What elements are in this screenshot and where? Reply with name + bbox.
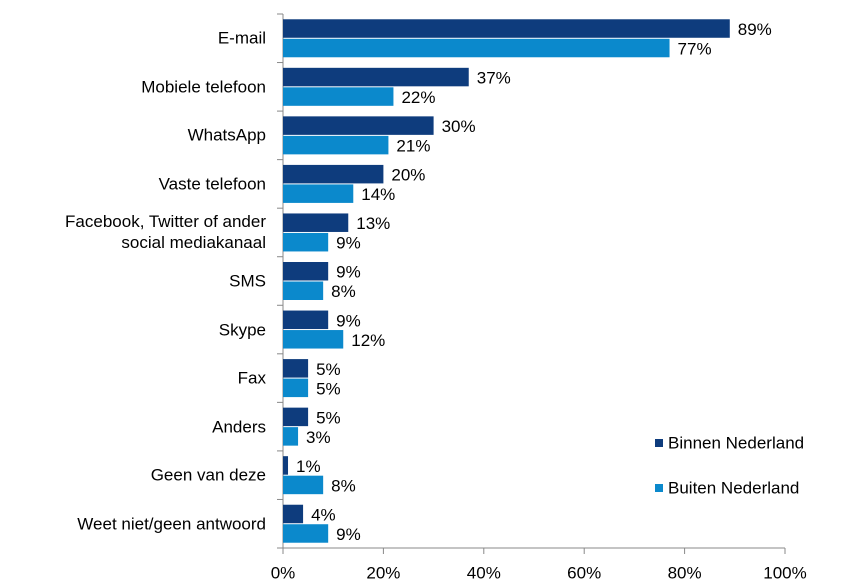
legend-label: Binnen Nederland bbox=[668, 433, 804, 452]
bar bbox=[283, 378, 309, 398]
value-label: 13% bbox=[356, 214, 390, 233]
x-tick-label: 100% bbox=[763, 563, 806, 582]
x-tick-label: 60% bbox=[567, 563, 601, 582]
x-tick-label: 80% bbox=[668, 563, 702, 582]
value-label: 30% bbox=[442, 117, 476, 136]
category-label: Weet niet/geen antwoord bbox=[77, 514, 266, 534]
value-label: 9% bbox=[336, 311, 361, 330]
value-label: 9% bbox=[336, 234, 361, 253]
bar bbox=[283, 330, 344, 349]
value-label: 5% bbox=[316, 360, 341, 379]
legend-marker bbox=[655, 439, 663, 447]
bar bbox=[283, 359, 309, 378]
value-label: 9% bbox=[336, 263, 361, 282]
value-label: 22% bbox=[401, 88, 435, 107]
value-label: 8% bbox=[331, 282, 356, 301]
legend-marker bbox=[655, 484, 663, 492]
bar bbox=[283, 310, 329, 330]
bar bbox=[283, 67, 469, 87]
bar bbox=[283, 87, 394, 106]
x-tick-label: 20% bbox=[366, 563, 400, 582]
bar bbox=[283, 456, 289, 475]
category-label: Mobiele telefoon bbox=[141, 77, 266, 97]
value-label: 5% bbox=[316, 408, 341, 427]
category-label: Fax bbox=[237, 368, 266, 388]
category-label: SMS bbox=[229, 271, 266, 291]
value-label: 5% bbox=[316, 379, 341, 398]
bar bbox=[283, 407, 309, 427]
x-tick-label: 40% bbox=[467, 563, 501, 582]
value-label: 77% bbox=[678, 40, 712, 59]
category-label: Skype bbox=[218, 320, 266, 340]
value-label: 8% bbox=[331, 476, 356, 495]
bar bbox=[283, 281, 324, 300]
bar bbox=[283, 38, 670, 58]
bar bbox=[283, 427, 299, 446]
category-label: Geen van deze bbox=[150, 465, 266, 485]
value-label: 21% bbox=[396, 137, 430, 156]
legend-label: Buiten Nederland bbox=[668, 478, 799, 497]
value-label: 12% bbox=[351, 331, 385, 350]
bar bbox=[283, 232, 329, 252]
bar bbox=[283, 116, 434, 135]
bar bbox=[283, 475, 324, 495]
value-label: 14% bbox=[361, 185, 395, 204]
category-label: Facebook, Twitter of ander social mediak… bbox=[65, 212, 266, 253]
value-label: 1% bbox=[296, 457, 321, 476]
value-label: 9% bbox=[336, 525, 361, 544]
value-label: 20% bbox=[391, 166, 425, 185]
value-label: 4% bbox=[311, 505, 336, 524]
bar bbox=[283, 164, 384, 184]
value-label: 3% bbox=[306, 428, 331, 447]
value-label: 89% bbox=[738, 20, 772, 39]
bar bbox=[283, 504, 304, 524]
bar bbox=[283, 524, 329, 543]
category-label: Anders bbox=[212, 417, 266, 437]
category-label: Vaste telefoon bbox=[158, 174, 266, 194]
bar bbox=[283, 135, 389, 155]
value-label: 37% bbox=[477, 69, 511, 88]
bar bbox=[283, 184, 354, 203]
bar bbox=[283, 262, 329, 281]
category-label: WhatsApp bbox=[187, 125, 266, 145]
x-tick-label: 0% bbox=[271, 563, 296, 582]
bar bbox=[283, 213, 349, 232]
category-label: E-mail bbox=[217, 28, 266, 48]
bar bbox=[283, 19, 730, 38]
